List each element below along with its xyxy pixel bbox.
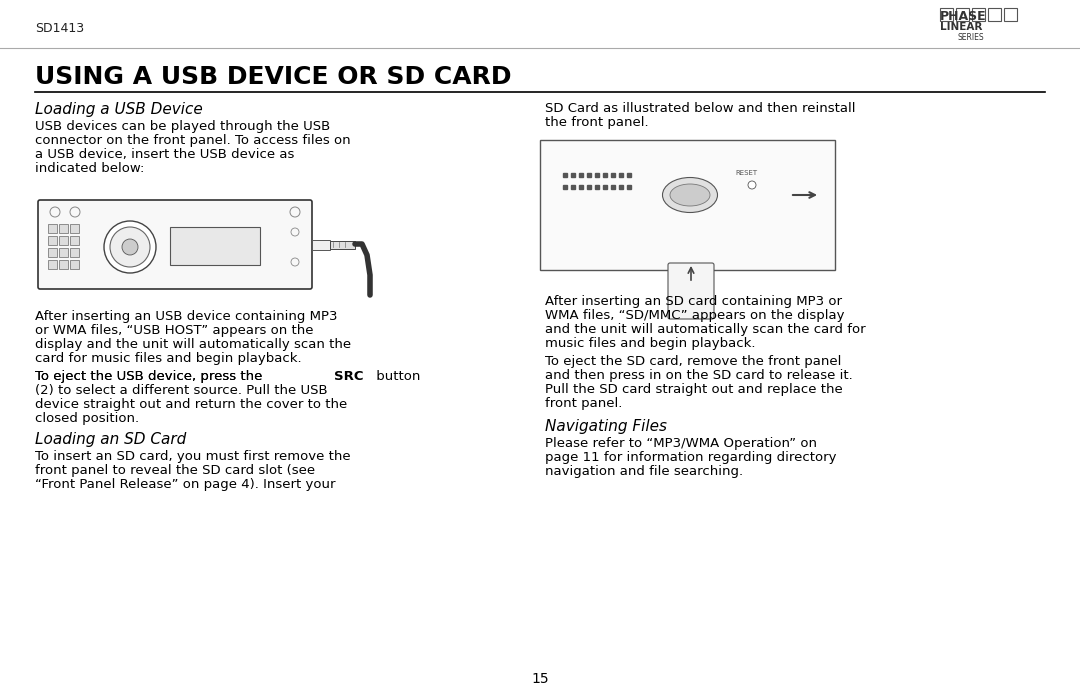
Text: button: button bbox=[372, 370, 420, 383]
Text: Please refer to “MP3/WMA Operation” on: Please refer to “MP3/WMA Operation” on bbox=[545, 437, 816, 450]
Text: card for music files and begin playback.: card for music files and begin playback. bbox=[35, 352, 301, 365]
Text: Navigating Files: Navigating Files bbox=[545, 419, 667, 434]
Bar bbox=[540, 140, 835, 270]
Text: After inserting an USB device containing MP3: After inserting an USB device containing… bbox=[35, 310, 337, 323]
Circle shape bbox=[748, 181, 756, 189]
Bar bbox=[972, 8, 985, 21]
Text: closed position.: closed position. bbox=[35, 412, 139, 425]
Text: and then press in on the SD card to release it.: and then press in on the SD card to rele… bbox=[545, 369, 853, 382]
Bar bbox=[59, 236, 68, 245]
Text: SRC: SRC bbox=[334, 370, 363, 383]
Bar bbox=[59, 248, 68, 257]
Circle shape bbox=[122, 239, 138, 255]
Text: SERIES: SERIES bbox=[958, 33, 985, 42]
Text: or WMA files, “USB HOST” appears on the: or WMA files, “USB HOST” appears on the bbox=[35, 324, 313, 337]
Bar bbox=[956, 8, 969, 21]
Text: device straight out and return the cover to the: device straight out and return the cover… bbox=[35, 398, 348, 411]
Circle shape bbox=[104, 221, 156, 273]
Text: (2) to select a different source. Pull the USB: (2) to select a different source. Pull t… bbox=[35, 384, 327, 397]
Bar bbox=[70, 224, 79, 233]
Text: the front panel.: the front panel. bbox=[545, 116, 649, 129]
Text: LINEAR: LINEAR bbox=[940, 22, 983, 32]
FancyBboxPatch shape bbox=[38, 200, 312, 289]
Text: Loading an SD Card: Loading an SD Card bbox=[35, 432, 186, 447]
Text: front panel.: front panel. bbox=[545, 397, 622, 410]
Text: To insert an SD card, you must first remove the: To insert an SD card, you must first rem… bbox=[35, 450, 351, 463]
Text: RESET: RESET bbox=[735, 170, 757, 176]
Bar bbox=[940, 8, 953, 21]
Text: navigation and file searching.: navigation and file searching. bbox=[545, 465, 743, 478]
Text: After inserting an SD card containing MP3 or: After inserting an SD card containing MP… bbox=[545, 295, 842, 308]
Text: PHASE: PHASE bbox=[940, 10, 987, 23]
Bar bbox=[1004, 8, 1017, 21]
Text: WMA files, “SD/MMC” appears on the display: WMA files, “SD/MMC” appears on the displ… bbox=[545, 309, 845, 322]
Bar bbox=[59, 260, 68, 269]
Text: and the unit will automatically scan the card for: and the unit will automatically scan the… bbox=[545, 323, 866, 336]
Text: connector on the front panel. To access files on: connector on the front panel. To access … bbox=[35, 134, 351, 147]
Bar bbox=[70, 260, 79, 269]
Bar bbox=[48, 260, 57, 269]
Text: music files and begin playback.: music files and begin playback. bbox=[545, 337, 756, 350]
Circle shape bbox=[110, 227, 150, 267]
Text: To eject the USB device, press the: To eject the USB device, press the bbox=[35, 370, 267, 383]
Bar bbox=[312, 240, 330, 250]
Bar bbox=[170, 227, 260, 265]
Text: “Front Panel Release” on page 4). Insert your: “Front Panel Release” on page 4). Insert… bbox=[35, 478, 336, 491]
Text: USB devices can be played through the USB: USB devices can be played through the US… bbox=[35, 120, 330, 133]
Bar bbox=[48, 224, 57, 233]
Bar bbox=[70, 236, 79, 245]
Ellipse shape bbox=[670, 184, 710, 206]
Text: To eject the SD card, remove the front panel: To eject the SD card, remove the front p… bbox=[545, 355, 841, 368]
Text: front panel to reveal the SD card slot (see: front panel to reveal the SD card slot (… bbox=[35, 464, 315, 477]
Bar bbox=[330, 241, 355, 249]
Text: 15: 15 bbox=[531, 672, 549, 686]
Text: To eject the USB device, press the: To eject the USB device, press the bbox=[35, 370, 267, 383]
Bar bbox=[48, 236, 57, 245]
Text: USING A USB DEVICE OR SD CARD: USING A USB DEVICE OR SD CARD bbox=[35, 65, 512, 89]
FancyBboxPatch shape bbox=[669, 263, 714, 319]
Bar bbox=[988, 8, 1001, 21]
Text: SD1413: SD1413 bbox=[35, 22, 84, 35]
Text: page 11 for information regarding directory: page 11 for information regarding direct… bbox=[545, 451, 837, 464]
Text: Pull the SD card straight out and replace the: Pull the SD card straight out and replac… bbox=[545, 383, 842, 396]
Text: indicated below:: indicated below: bbox=[35, 162, 145, 175]
Bar bbox=[59, 224, 68, 233]
Text: Loading a USB Device: Loading a USB Device bbox=[35, 102, 203, 117]
Bar bbox=[48, 248, 57, 257]
Text: a USB device, insert the USB device as: a USB device, insert the USB device as bbox=[35, 148, 295, 161]
Ellipse shape bbox=[662, 177, 717, 212]
Text: SD Card as illustrated below and then reinstall: SD Card as illustrated below and then re… bbox=[545, 102, 855, 115]
Text: display and the unit will automatically scan the: display and the unit will automatically … bbox=[35, 338, 351, 351]
Bar bbox=[70, 248, 79, 257]
